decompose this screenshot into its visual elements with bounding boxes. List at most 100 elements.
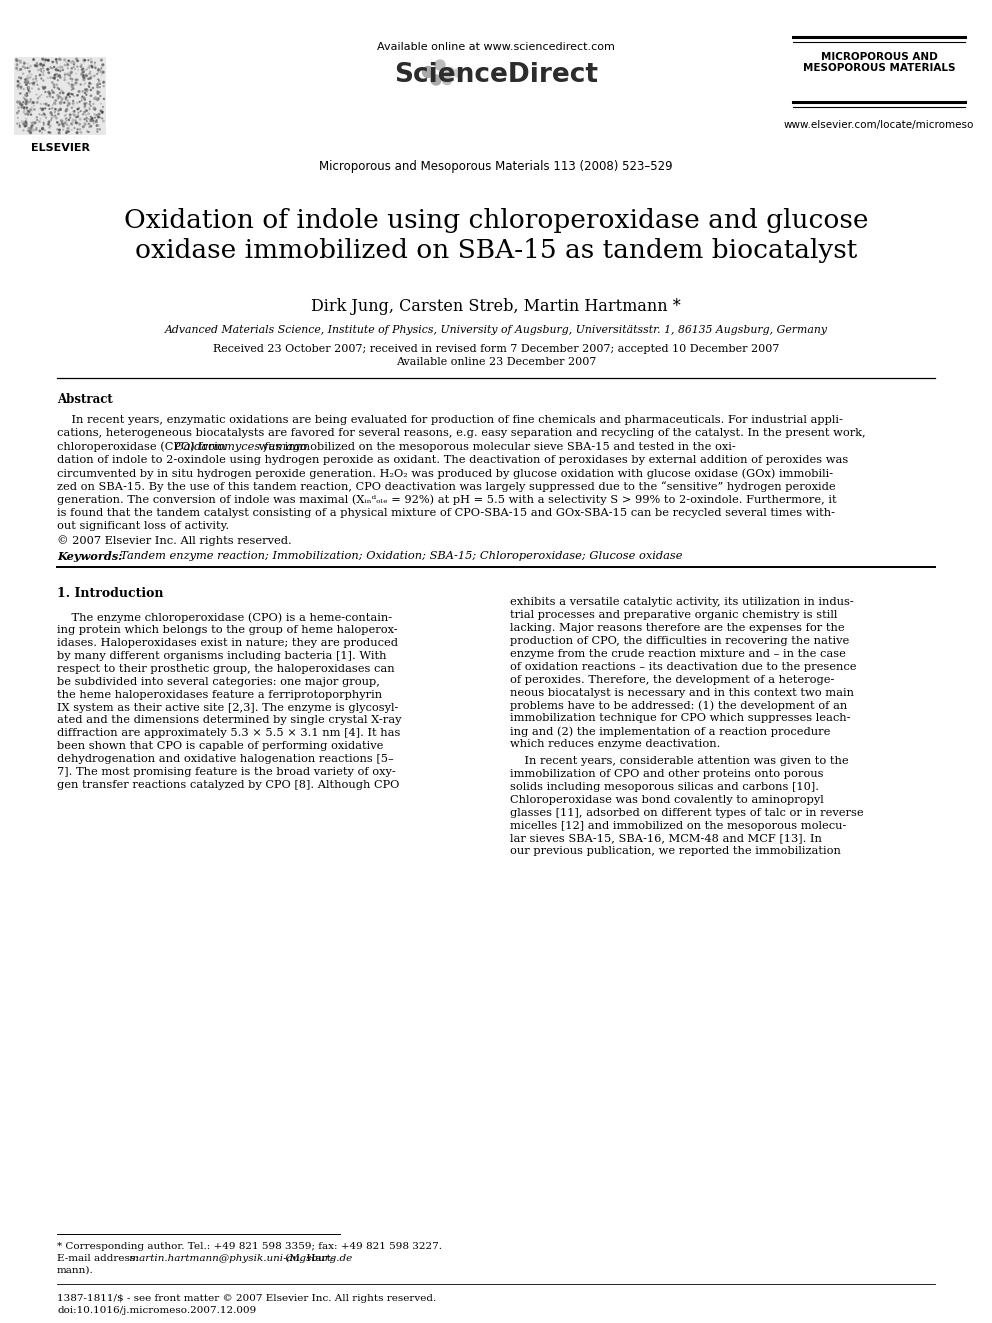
Circle shape <box>101 111 103 114</box>
Circle shape <box>43 65 45 66</box>
Circle shape <box>20 103 21 105</box>
Circle shape <box>23 97 25 99</box>
Circle shape <box>84 89 86 90</box>
Text: exhibits a versatile catalytic activity, its utilization in indus-: exhibits a versatile catalytic activity,… <box>510 597 854 607</box>
Text: gen transfer reactions catalyzed by CPO [8]. Although CPO: gen transfer reactions catalyzed by CPO … <box>57 781 400 790</box>
Circle shape <box>96 83 98 86</box>
Text: ing protein which belongs to the group of heme haloperox-: ing protein which belongs to the group o… <box>57 626 398 635</box>
Text: Tandem enzyme reaction; Immobilization; Oxidation; SBA-15; Chloroperoxidase; Glu: Tandem enzyme reaction; Immobilization; … <box>113 550 682 561</box>
Circle shape <box>67 60 69 62</box>
Text: out significant loss of activity.: out significant loss of activity. <box>57 521 229 532</box>
Circle shape <box>454 69 462 77</box>
Circle shape <box>71 67 72 69</box>
Circle shape <box>90 61 92 64</box>
Circle shape <box>73 115 75 116</box>
Circle shape <box>95 120 96 123</box>
Text: 1. Introduction: 1. Introduction <box>57 587 164 601</box>
Text: production of CPO, the difficulties in recovering the native: production of CPO, the difficulties in r… <box>510 636 849 646</box>
Circle shape <box>29 70 31 73</box>
Circle shape <box>53 91 55 94</box>
Text: Chloroperoxidase was bond covalently to aminopropyl: Chloroperoxidase was bond covalently to … <box>510 795 823 804</box>
Circle shape <box>49 71 50 74</box>
Circle shape <box>52 61 54 62</box>
Text: E-mail address:: E-mail address: <box>57 1254 139 1263</box>
Circle shape <box>28 87 30 89</box>
Circle shape <box>90 126 91 127</box>
Circle shape <box>97 69 99 71</box>
Circle shape <box>66 131 68 132</box>
Circle shape <box>65 108 67 110</box>
Circle shape <box>91 75 92 78</box>
Circle shape <box>47 69 49 70</box>
Circle shape <box>61 90 62 91</box>
Circle shape <box>97 116 99 118</box>
Text: respect to their prosthetic group, the haloperoxidases can: respect to their prosthetic group, the h… <box>57 664 395 673</box>
Text: problems have to be addressed: (1) the development of an: problems have to be addressed: (1) the d… <box>510 700 847 710</box>
Text: solids including mesoporous silicas and carbons [10].: solids including mesoporous silicas and … <box>510 782 819 792</box>
Circle shape <box>54 83 55 86</box>
Circle shape <box>40 74 41 75</box>
Circle shape <box>60 66 62 67</box>
Circle shape <box>17 112 18 114</box>
Circle shape <box>82 126 84 128</box>
Text: neous biocatalyst is necessary and in this context two main: neous biocatalyst is necessary and in th… <box>510 688 854 697</box>
Text: mann).: mann). <box>57 1266 94 1275</box>
Circle shape <box>70 123 72 124</box>
Text: * Corresponding author. Tel.: +49 821 598 3359; fax: +49 821 598 3227.: * Corresponding author. Tel.: +49 821 59… <box>57 1242 442 1252</box>
Circle shape <box>37 65 39 66</box>
Text: oxidase immobilized on SBA-15 as tandem biocatalyst: oxidase immobilized on SBA-15 as tandem … <box>135 238 857 263</box>
Circle shape <box>89 65 90 66</box>
Circle shape <box>26 124 27 127</box>
Circle shape <box>102 120 104 122</box>
Circle shape <box>94 108 95 110</box>
Circle shape <box>43 114 45 115</box>
Circle shape <box>75 58 77 60</box>
Circle shape <box>44 86 46 89</box>
Circle shape <box>94 75 95 77</box>
Circle shape <box>61 120 62 122</box>
Circle shape <box>48 60 50 61</box>
Text: Caldariomyces fumago: Caldariomyces fumago <box>176 442 308 451</box>
Circle shape <box>23 111 25 112</box>
Text: ing and (2) the implementation of a reaction procedure: ing and (2) the implementation of a reac… <box>510 726 830 737</box>
Text: lar sieves SBA-15, SBA-16, MCM-48 and MCF [13]. In: lar sieves SBA-15, SBA-16, MCM-48 and MC… <box>510 833 822 844</box>
Circle shape <box>50 95 51 97</box>
Circle shape <box>23 107 25 108</box>
Circle shape <box>28 77 30 79</box>
Circle shape <box>88 123 89 124</box>
Text: Microporous and Mesoporous Materials 113 (2008) 523–529: Microporous and Mesoporous Materials 113… <box>319 160 673 173</box>
Circle shape <box>88 112 89 115</box>
Circle shape <box>57 94 59 97</box>
Circle shape <box>26 122 27 124</box>
Circle shape <box>94 98 95 99</box>
Circle shape <box>82 71 84 73</box>
Circle shape <box>48 105 50 106</box>
Circle shape <box>30 108 32 111</box>
Circle shape <box>50 77 52 78</box>
Circle shape <box>92 120 94 122</box>
Circle shape <box>26 99 27 101</box>
Text: enzyme from the crude reaction mixture and – in the case: enzyme from the crude reaction mixture a… <box>510 648 846 659</box>
Circle shape <box>71 94 73 95</box>
Circle shape <box>89 78 91 79</box>
Circle shape <box>62 120 63 122</box>
Text: Abstract: Abstract <box>57 393 113 406</box>
Circle shape <box>54 102 56 105</box>
Circle shape <box>39 120 41 122</box>
Text: circumvented by in situ hydrogen peroxide generation. H₂O₂ was produced by gluco: circumvented by in situ hydrogen peroxid… <box>57 468 833 479</box>
Circle shape <box>60 70 61 71</box>
Circle shape <box>67 64 68 65</box>
Bar <box>14 57 106 135</box>
Text: Keywords:: Keywords: <box>57 550 122 562</box>
Circle shape <box>52 114 53 115</box>
Text: In recent years, enzymatic oxidations are being evaluated for production of fine: In recent years, enzymatic oxidations ar… <box>57 415 843 425</box>
Circle shape <box>431 75 441 85</box>
Circle shape <box>42 58 44 60</box>
Circle shape <box>84 123 85 124</box>
Circle shape <box>40 64 42 65</box>
Circle shape <box>31 127 32 128</box>
Circle shape <box>85 90 87 93</box>
Circle shape <box>79 123 80 124</box>
Circle shape <box>59 132 61 134</box>
Circle shape <box>102 71 104 73</box>
